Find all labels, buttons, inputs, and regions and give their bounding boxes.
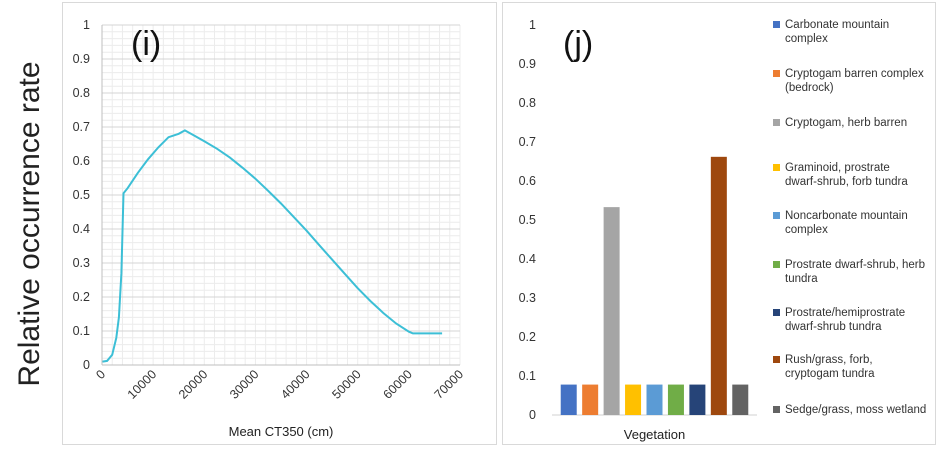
x-tick-label: 40000 [278, 367, 313, 402]
legend-swatch [773, 21, 780, 28]
x-tick-label: 10000 [125, 367, 160, 402]
bar [625, 384, 642, 415]
y-tick-label: 0.8 [73, 86, 90, 100]
panel-label: (j) [563, 25, 593, 63]
y-tick-label: 0.6 [519, 174, 536, 188]
legend-swatch [773, 309, 780, 316]
panel-label: (i) [131, 25, 161, 63]
y-tick-label: 0 [529, 408, 536, 422]
legend-swatch [773, 212, 780, 219]
legend-label: Sedge/grass, moss wetland [785, 404, 927, 416]
bar [667, 384, 684, 415]
y-tick-label: 0.5 [73, 188, 90, 202]
bar [582, 384, 599, 415]
x-tick-label: 30000 [227, 367, 262, 402]
y-tick-label: 0.2 [519, 330, 536, 344]
y-tick-label: 0.7 [519, 135, 536, 149]
x-tick-label: 60000 [380, 367, 415, 402]
y-tick-label: 0.2 [73, 290, 90, 304]
legend-swatch [773, 70, 780, 77]
legend-label: Prostrate/hemiprostrate dwarf-shrub tundr… [785, 307, 906, 333]
legend-label: Graminoid, prostrate dwarf-shrub, forb tu… [785, 162, 908, 188]
shared-y-axis-label-container: Relative occurrence rate [0, 0, 60, 448]
y-tick-label: 0 [83, 358, 90, 372]
bar-chart-svg: 0 0.1 0.2 0.3 0.4 0.5 0.6 0.7 0.8 0.9 1 Vegetation (… [519, 18, 757, 442]
x-tick-label: 20000 [176, 367, 211, 402]
x-tick-label: 0 [93, 367, 108, 382]
legend-label: Noncarbonate mountain complex [785, 210, 908, 236]
bar [732, 384, 749, 415]
y-tick-label: 1 [529, 18, 536, 32]
legend-label: Cryptogam, herb barren [785, 117, 908, 129]
bar [560, 384, 577, 415]
y-tick-label: 0.1 [519, 369, 536, 383]
x-tick-label: 50000 [329, 367, 364, 402]
chart-panel-i: 0 0.1 0.2 0.3 0.4 0.5 0.6 0.7 0.8 0.9 1 0 10000 20000… [62, 2, 497, 445]
legend-swatch [773, 119, 780, 126]
legend-label: Cryptogam barren complex (bedrock) [785, 68, 924, 94]
y-tick-label: 0.9 [519, 57, 536, 71]
legend-swatch [773, 261, 780, 268]
bar [710, 156, 727, 415]
y-tick-label: 0.7 [73, 120, 90, 134]
legend-label: Prostrate dwarf-shrub, herb tundra [785, 259, 925, 285]
x-tick-label: 70000 [432, 367, 467, 402]
y-tick-label: 0.4 [519, 252, 536, 266]
y-tick-label: 1 [83, 18, 90, 32]
bar [603, 207, 620, 415]
y-tick-label: 0.6 [73, 154, 90, 168]
x-axis-title: Mean CT350 (cm) [229, 424, 334, 439]
y-tick-label: 0.9 [73, 52, 90, 66]
legend-swatch [773, 356, 780, 363]
chart-panel-j: 0 0.1 0.2 0.3 0.4 0.5 0.6 0.7 0.8 0.9 1 Vegetation (… [502, 2, 936, 445]
x-axis-title: Vegetation [624, 427, 685, 442]
legend-label: Carbonate mountain complex [785, 19, 890, 45]
y-tick-label: 0.4 [73, 222, 90, 236]
legend-swatch [773, 164, 780, 171]
y-tick-label: 0.3 [519, 291, 536, 305]
y-tick-label: 0.3 [73, 256, 90, 270]
shared-y-axis-label: Relative occurrence rate [13, 61, 46, 387]
line-chart-svg: 0 0.1 0.2 0.3 0.4 0.5 0.6 0.7 0.8 0.9 1 0 10000 20000… [73, 18, 467, 439]
legend-swatch [773, 406, 780, 413]
y-tick-label: 0.5 [519, 213, 536, 227]
y-tick-label: 0.8 [519, 96, 536, 110]
bar [646, 384, 663, 415]
series-line [102, 129, 443, 363]
bar [689, 384, 706, 415]
legend-label: Rush/grass, forb, cryptogam tundra [785, 354, 875, 380]
y-tick-label: 0.1 [73, 324, 90, 338]
